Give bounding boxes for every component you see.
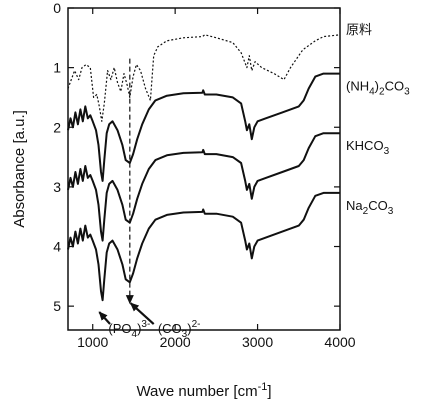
plot-frame bbox=[67, 7, 341, 331]
series-line-1 bbox=[67, 72, 340, 182]
y-tick-label-3: 3 bbox=[53, 179, 61, 195]
series-line-2 bbox=[67, 132, 340, 242]
x-tick-label-2000: 2000 bbox=[160, 334, 191, 350]
y-tick-label-2: 2 bbox=[53, 119, 61, 135]
annotation-arrow-co3 bbox=[129, 302, 155, 325]
y-tick-label-4: 4 bbox=[53, 239, 61, 255]
series-label-2: KHCO3 bbox=[346, 138, 390, 157]
y-axis-title: Absorbance [a.u.] bbox=[11, 110, 28, 228]
annotation-arrow-po4 bbox=[98, 311, 111, 325]
y-tick-label-0: 0 bbox=[53, 0, 61, 16]
series-line-0 bbox=[67, 34, 341, 122]
series-labels-group: 原料 (NH4)2CO3 KHCO3 Na2CO3 bbox=[346, 22, 410, 217]
axes-group: 1000 2000 3000 4000 0 1 2 3 4 5 bbox=[53, 0, 356, 350]
x-tick-label-3000: 3000 bbox=[242, 334, 273, 350]
series-line-3 bbox=[67, 191, 340, 302]
x-axis-title: Wave number [cm-1] bbox=[136, 381, 271, 400]
y-tick-label-5: 5 bbox=[53, 298, 61, 314]
annotation-po4: (PO4)3- bbox=[108, 319, 150, 340]
y-tick-label-1: 1 bbox=[53, 60, 61, 76]
series-label-1: (NH4)2CO3 bbox=[346, 79, 410, 98]
x-tick-label-1000: 1000 bbox=[77, 334, 108, 350]
series-group bbox=[67, 34, 341, 302]
x-tick-label-4000: 4000 bbox=[324, 334, 355, 350]
series-label-3: Na2CO3 bbox=[346, 198, 394, 217]
series-label-0: 原料 bbox=[346, 22, 372, 37]
